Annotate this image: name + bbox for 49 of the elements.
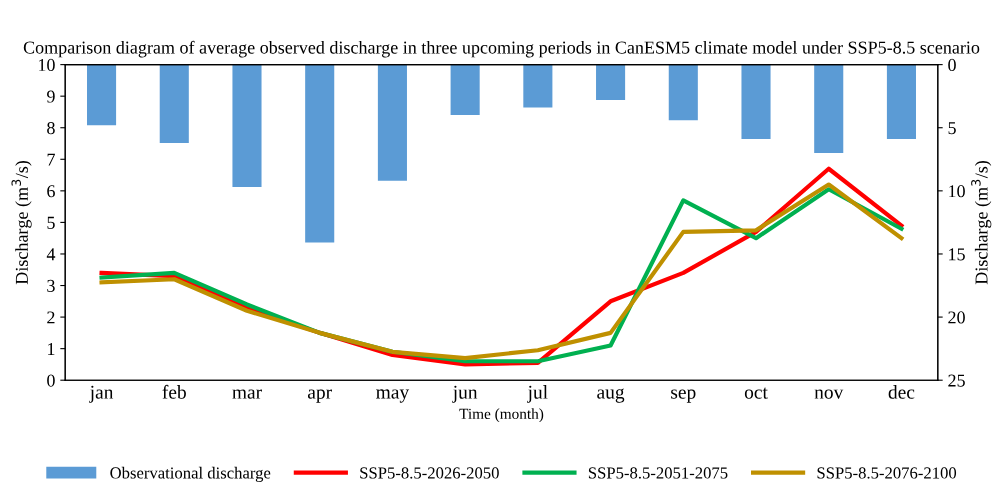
legend-label: SSP5-8.5-2026-2050 [360, 467, 499, 479]
x-axis-title: Time (month) [459, 408, 544, 423]
x-tick-label: sep [671, 389, 696, 403]
legend-label: Observational discharge [110, 466, 271, 482]
bar [668, 64, 698, 121]
bar [814, 64, 844, 153]
y-tick-label: 10 [39, 58, 55, 72]
bar [523, 64, 553, 108]
y-tick-label: 4 [46, 248, 56, 261]
y-tick-label: 7 [47, 153, 55, 166]
y2-tick-label: 20 [948, 311, 965, 324]
x-tick-label: aug [597, 388, 625, 403]
bar [596, 64, 626, 100]
x-tick-label: dec [888, 385, 915, 399]
x-tick-label: may [376, 389, 410, 403]
bar [886, 64, 916, 140]
x-tick-label: oct [744, 387, 768, 399]
bar [741, 64, 771, 140]
y-tick-label: 8 [47, 121, 55, 135]
y2-tick-label: 15 [949, 248, 965, 261]
legend-label: SSP5-8.5-2051-2075 [588, 467, 728, 479]
y2-tick-label: 0 [948, 58, 956, 72]
y-tick-label: 6 [47, 185, 55, 198]
x-tick-label: mar [232, 389, 262, 399]
x-tick-label: nov [814, 389, 844, 399]
chart-title: Comparison diagram of average observed discharge in three upcoming periods in CanESM5 climate model under SSP5-8.5 scenario [23, 40, 980, 58]
bar [87, 64, 117, 126]
y-tick-label: 5 [47, 216, 55, 229]
legend-label: SSP5-8.5-2076-2100 [817, 467, 957, 479]
bar [305, 64, 335, 243]
bar [450, 64, 480, 116]
x-tick-label: feb [162, 384, 186, 399]
y2-tick-label: 5 [948, 122, 956, 135]
y-tick-label: 3 [47, 279, 55, 292]
x-tick-label: jan [89, 385, 114, 403]
bar [159, 64, 189, 143]
y2-axis-title: Discharge (m$^{3}$/s) [971, 160, 992, 285]
y2-tick-label: 25 [948, 374, 965, 387]
y-tick-label: 0 [47, 374, 55, 387]
y-tick-label: 2 [47, 311, 55, 324]
bar [232, 64, 262, 188]
bar [377, 64, 407, 181]
x-tick-label: jun [452, 385, 478, 403]
x-tick-label: jul [527, 385, 548, 403]
y-tick-label: 9 [47, 90, 55, 103]
y-axis-title: Discharge (m$^{3}$/s) [11, 160, 32, 285]
y2-tick-label: 10 [949, 185, 965, 198]
y-tick-label: 1 [48, 342, 55, 355]
x-tick-label: apr [307, 389, 332, 403]
